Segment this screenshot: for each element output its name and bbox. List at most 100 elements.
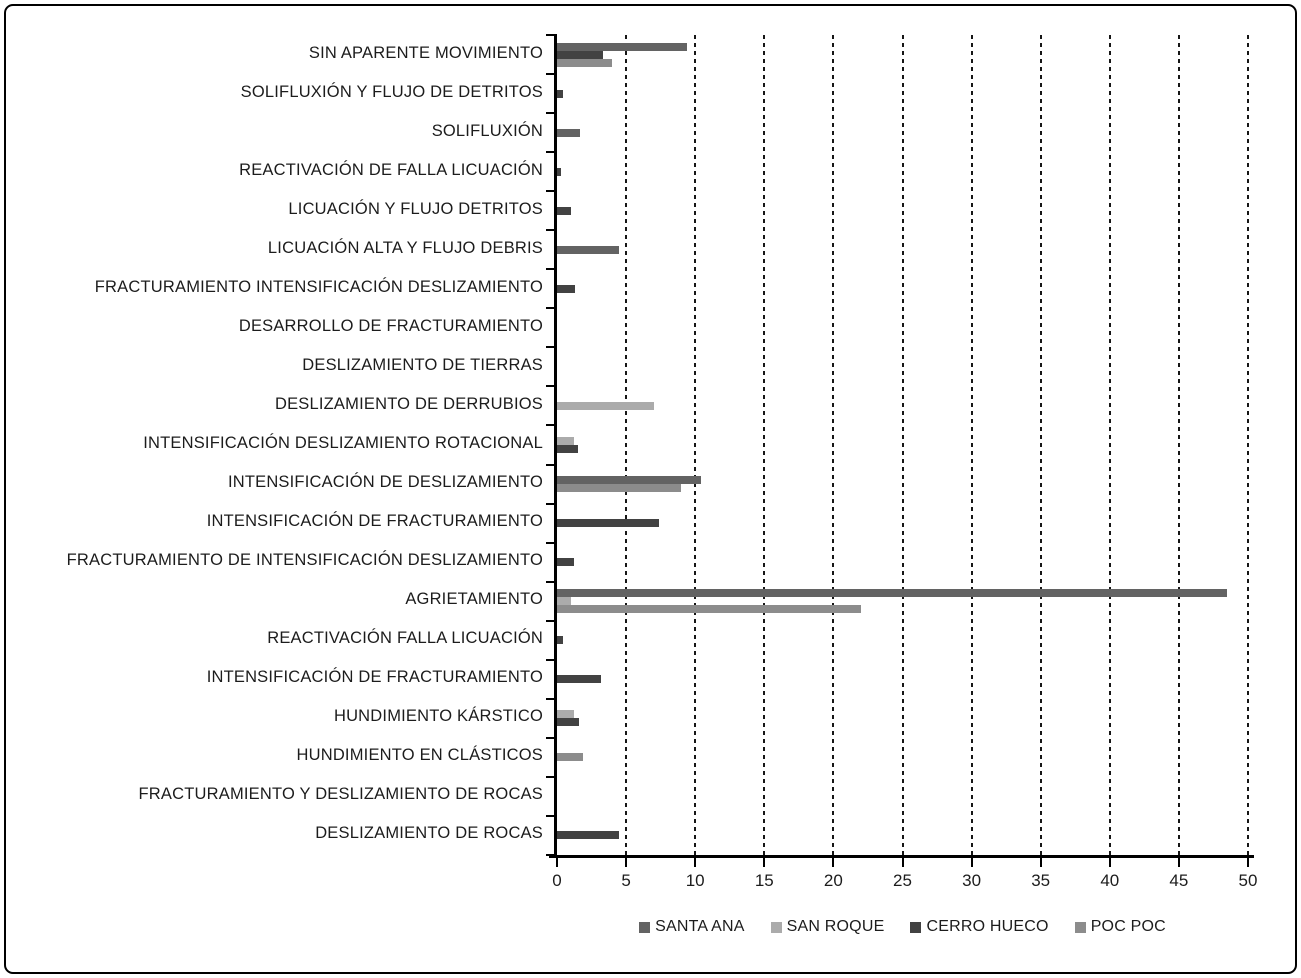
bar-cerro-hueco — [557, 558, 574, 567]
category-label: HUNDIMIENTO EN CLÁSTICOS — [296, 746, 543, 765]
gridline-10 — [694, 35, 697, 855]
gridline-35 — [1039, 35, 1042, 855]
gridline-5 — [625, 35, 628, 855]
bar-cerro-hueco — [557, 636, 563, 645]
bar-san-roque — [557, 437, 574, 445]
bar-cerro-hueco — [557, 445, 578, 453]
y-axis-tick — [546, 502, 555, 505]
category-label: INTENSIFICACIÓN DESLIZAMIENTO ROTACIONAL — [143, 434, 543, 452]
y-axis-tick — [546, 854, 555, 856]
gridline-45 — [1177, 35, 1180, 855]
gridline-20 — [832, 35, 835, 855]
y-axis-tick — [546, 697, 555, 700]
category-label: INTENSIFICACIÓN DE FRACTURAMIENTO — [206, 668, 543, 687]
bar-santa-ana — [557, 245, 620, 254]
legend-item-cerro-hueco: CERRO HUECO — [910, 918, 1048, 936]
legend-swatch-icon — [910, 921, 922, 933]
y-axis-tick — [546, 73, 555, 76]
bar-cerro-hueco — [557, 718, 580, 727]
gridline-25 — [901, 35, 904, 855]
category-label: DESLIZAMIENTO DE ROCAS — [315, 824, 543, 843]
legend-label: SAN ROQUE — [786, 918, 885, 935]
gridline-40 — [1108, 35, 1111, 855]
x-axis-tick — [1039, 858, 1042, 867]
category-label: SOLIFLUXIÓN Y FLUJO DE DETRITOS — [240, 82, 543, 101]
x-axis-tick — [763, 858, 766, 867]
bar-san-roque — [557, 597, 571, 606]
y-axis-tick — [546, 346, 555, 349]
category-label: FRACTURAMIENTO INTENSIFICACIÓN DESLIZAMI… — [94, 277, 543, 296]
y-axis-tick — [546, 268, 555, 271]
x-axis-tick — [625, 858, 628, 867]
legend-swatch-icon — [770, 921, 782, 933]
bar-cerro-hueco — [557, 831, 620, 840]
legend-swatch-icon — [639, 921, 651, 933]
legend-item-santa-ana: SANTA ANA — [639, 918, 745, 936]
x-tick-label: 35 — [1031, 871, 1051, 890]
y-axis-tick — [546, 424, 555, 427]
x-axis-line — [549, 855, 1254, 858]
x-tick-label: 50 — [1238, 871, 1258, 890]
category-label: INTENSIFICACIÓN DE DESLIZAMIENTO — [227, 473, 543, 492]
legend-label: SANTA ANA — [655, 918, 745, 935]
category-label: FRACTURAMIENTO Y DESLIZAMIENTO DE ROCAS — [138, 785, 543, 804]
gridline-50 — [1247, 35, 1249, 855]
category-label: LICUACIÓN Y FLUJO DETRITOS — [288, 199, 543, 218]
category-label: SIN APARENTE MOVIMIENTO — [308, 43, 543, 62]
x-tick-label: 15 — [754, 871, 774, 890]
y-axis-tick — [546, 112, 555, 115]
bar-poc-poc — [557, 605, 862, 614]
bar-santa-ana — [557, 42, 687, 51]
y-axis-tick — [546, 580, 555, 583]
bar-cerro-hueco — [557, 89, 563, 98]
legend-label: CERRO HUECO — [926, 918, 1049, 935]
y-axis-tick — [546, 814, 555, 817]
bar-cerro-hueco — [557, 206, 571, 215]
x-axis-tick — [556, 858, 558, 867]
category-label: SOLIFLUXIÓN — [431, 121, 543, 140]
y-axis-tick — [546, 34, 555, 36]
y-axis-tick — [546, 463, 555, 466]
bar-cerro-hueco — [557, 50, 603, 59]
x-axis-tick — [970, 858, 973, 867]
bar-san-roque — [557, 710, 574, 719]
x-tick-label: 0 — [552, 871, 562, 890]
y-axis-tick — [546, 658, 555, 661]
category-label: REACTIVACIÓN FALLA LICUACIÓN — [267, 629, 543, 648]
gridline-30 — [970, 35, 973, 855]
x-tick-label: 20 — [823, 871, 843, 890]
gridline-15 — [763, 35, 766, 855]
category-label: FRACTURAMIENTO DE INTENSIFICACIÓN DESLIZ… — [66, 551, 543, 570]
legend-item-san-roque: SAN ROQUE — [770, 918, 885, 936]
legend-label: POC POC — [1090, 918, 1166, 935]
x-axis-tick — [1108, 858, 1111, 867]
bar-poc-poc — [557, 58, 613, 67]
y-axis-tick — [546, 151, 555, 154]
category-label: REACTIVACIÓN DE FALLA LICUACIÓN — [239, 160, 543, 179]
x-axis-tick — [832, 858, 835, 867]
x-axis-tick — [1177, 858, 1180, 867]
y-axis-tick — [546, 619, 555, 622]
x-tick-label: 25 — [893, 871, 912, 890]
chart-legend: SANTA ANA SAN ROQUE CERRO HUECO POC POC — [557, 918, 1248, 936]
y-axis-tick — [546, 229, 555, 232]
bar-santa-ana — [557, 476, 701, 485]
y-axis-tick — [546, 775, 555, 778]
bar-cerro-hueco — [557, 167, 562, 176]
category-label: DESLIZAMIENTO DE TIERRAS — [302, 355, 543, 374]
y-axis-tick — [546, 385, 555, 388]
category-label: INTENSIFICACIÓN DE FRACTURAMIENTO — [206, 512, 543, 531]
category-label: DESARROLLO DE FRACTURAMIENTO — [238, 316, 543, 335]
x-tick-label: 45 — [1169, 871, 1189, 890]
category-label: DESLIZAMIENTO DE DERRUBIOS — [274, 394, 543, 413]
y-axis-tick — [546, 541, 555, 544]
x-tick-label: 30 — [962, 871, 982, 890]
x-axis-tick — [1247, 858, 1249, 867]
y-axis-tick — [546, 307, 555, 310]
bar-poc-poc — [557, 753, 584, 762]
x-tick-label: 5 — [621, 871, 631, 890]
category-label: HUNDIMIENTO KÁRSTICO — [333, 707, 543, 726]
category-label: LICUACIÓN ALTA Y FLUJO DEBRIS — [267, 238, 543, 257]
legend-swatch-icon — [1074, 921, 1086, 933]
